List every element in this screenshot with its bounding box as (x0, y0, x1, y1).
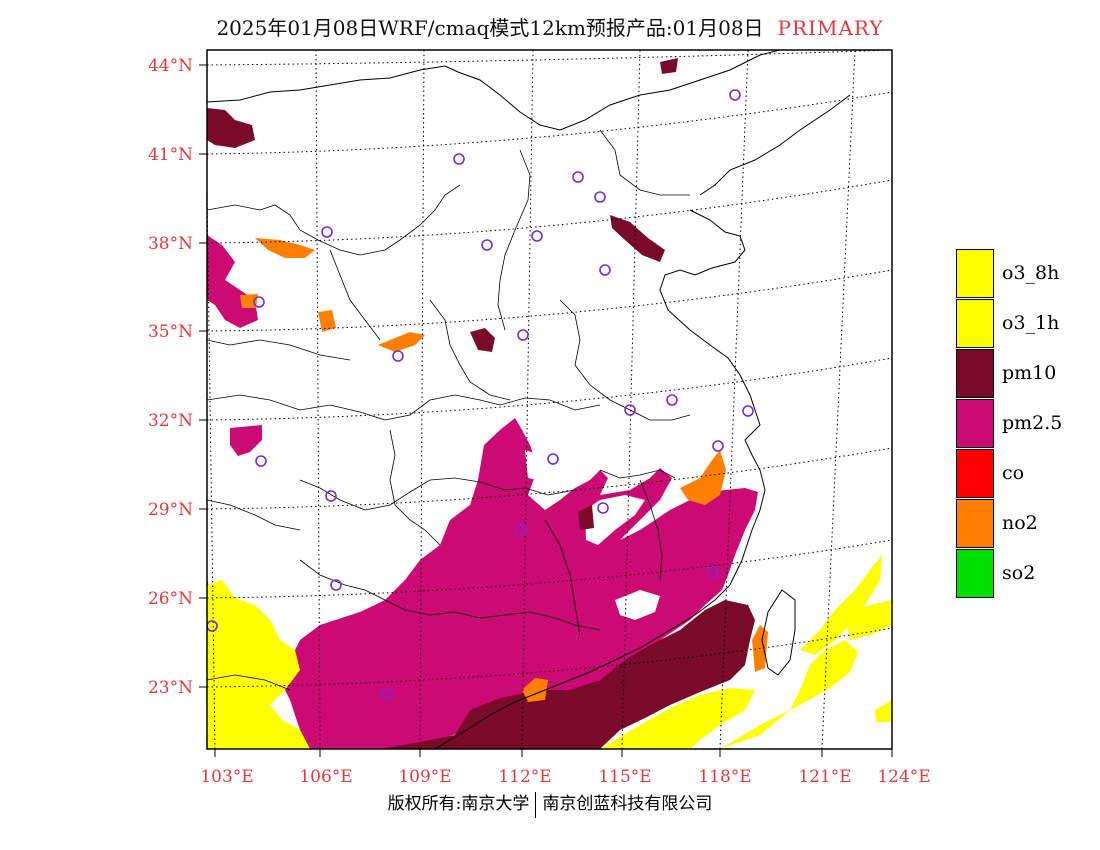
no2-central (378, 332, 425, 352)
legend-swatch (956, 299, 994, 348)
tick-marks (199, 64, 893, 757)
station-marker (325, 490, 337, 502)
lon-label: 124°E (877, 767, 930, 787)
footer-credits: 版权所有:南京大学 南京创蓝科技有限公司 (0, 789, 1100, 818)
lon-label: 118°E (698, 767, 751, 787)
legend-swatch (956, 249, 994, 298)
title-primary-tag: PRIMARY (777, 16, 884, 40)
pm10-central (470, 328, 495, 352)
legend-item: so2 (956, 549, 1086, 599)
legend-label: pm2.5 (1002, 412, 1063, 434)
lat-label: 32°N (148, 411, 193, 431)
lon-labels: 103°E 106°E 109°E 112°E 115°E 118°E 121°… (200, 767, 930, 787)
lat-label: 41°N (148, 145, 193, 165)
station-marker (253, 296, 265, 308)
legend-item: pm2.5 (956, 399, 1086, 449)
no2-guangdong (522, 678, 548, 702)
lat-label: 44°N (148, 56, 193, 76)
pm10-nw (207, 108, 255, 148)
station-marker (572, 171, 584, 183)
clean-area (585, 495, 645, 545)
lat-labels: 44°N 41°N 38°N 35°N 32°N 29°N 26°N 23°N (148, 56, 193, 698)
legend-label: o3_1h (1002, 312, 1060, 334)
pm10-coastal (380, 600, 755, 749)
no2-bohai (255, 238, 315, 258)
legend-item: co (956, 449, 1086, 499)
legend-swatch (956, 549, 994, 598)
o3-corner (875, 700, 892, 722)
station-marker (594, 191, 606, 203)
copyright-text: 版权所有:南京大学 (387, 794, 530, 814)
legend-item: o3_8h (956, 249, 1086, 299)
legend-swatch (956, 349, 994, 398)
station-marker (624, 404, 636, 416)
no2-west-2 (240, 294, 258, 308)
pm10-small (578, 505, 594, 530)
legend-swatch (956, 499, 994, 548)
lon-label: 121°E (798, 767, 851, 787)
o3-south-sea (600, 688, 755, 749)
lon-label: 115°E (598, 767, 651, 787)
station-marker (597, 502, 609, 514)
lon-label: 106°E (299, 767, 352, 787)
station-markers (207, 89, 754, 700)
no2-west (318, 310, 336, 332)
lon-label: 112°E (498, 767, 551, 787)
lon-label: 109°E (398, 767, 451, 787)
lat-label: 23°N (148, 678, 193, 698)
pm25-sw-patch (230, 425, 262, 456)
station-marker (330, 579, 342, 591)
clean-area-3 (525, 450, 540, 480)
station-marker (381, 688, 393, 700)
company-text: 南京创蓝科技有限公司 (542, 794, 713, 814)
lat-label: 29°N (148, 500, 193, 520)
map-title: 2025年01月08日WRF/cmaq模式12km预报产品:01月08日 PRIM… (0, 12, 1100, 41)
legend-label: o3_8h (1002, 262, 1060, 284)
station-marker (531, 230, 543, 242)
station-marker (515, 524, 527, 536)
legend-swatch (956, 449, 994, 498)
station-marker (207, 620, 218, 632)
province-boundaries (207, 129, 691, 691)
station-marker (321, 226, 333, 238)
station-marker (255, 455, 267, 467)
legend-item: pm10 (956, 349, 1086, 399)
lat-label: 35°N (148, 322, 193, 342)
station-marker (547, 453, 559, 465)
legend-item: o3_1h (956, 299, 1086, 349)
legend-item: no2 (956, 499, 1086, 549)
station-marker (392, 350, 404, 362)
pm25-west-patch (207, 235, 258, 328)
legend-swatch (956, 399, 994, 448)
o3-east-sea (720, 640, 858, 749)
clean-area-2 (615, 590, 660, 620)
lat-label: 38°N (148, 234, 193, 254)
graticule (207, 50, 892, 749)
legend-label: co (1002, 462, 1025, 484)
footer-separator (535, 791, 537, 818)
coastline (207, 50, 851, 749)
map-frame (206, 49, 893, 750)
station-marker (742, 405, 754, 417)
legend-label: pm10 (1002, 362, 1057, 384)
no2-east (680, 450, 726, 505)
lat-label: 26°N (148, 589, 193, 609)
station-marker (712, 440, 724, 452)
station-marker (453, 153, 465, 165)
title-main: 2025年01月08日WRF/cmaq模式12km预报产品:01月08日 (216, 16, 764, 40)
station-marker (599, 264, 611, 276)
station-marker (481, 239, 493, 251)
pm10-small-2 (660, 58, 678, 74)
station-marker (517, 329, 529, 341)
legend-label: so2 (1002, 562, 1036, 584)
station-marker (666, 394, 678, 406)
station-marker (729, 89, 741, 101)
o3-east-band (800, 555, 882, 655)
legend-label: no2 (1002, 512, 1038, 534)
pm10-north (610, 215, 665, 262)
station-marker (707, 566, 719, 578)
o3-southwest (207, 580, 310, 749)
lon-label: 103°E (200, 767, 253, 787)
